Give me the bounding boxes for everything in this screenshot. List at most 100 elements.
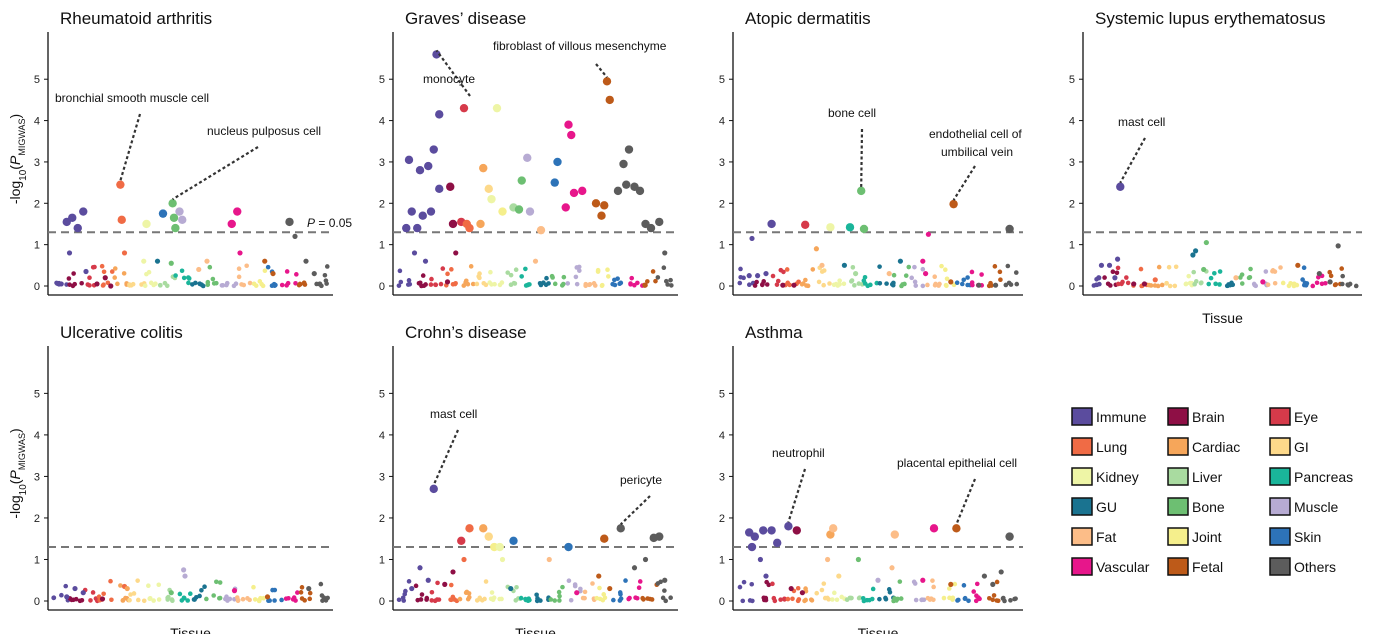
background-point xyxy=(781,269,786,275)
background-point xyxy=(645,596,650,601)
background-point xyxy=(101,591,106,597)
data-point xyxy=(432,50,441,59)
data-point xyxy=(121,250,128,256)
annotation-label: monocyte xyxy=(423,72,475,86)
background-point xyxy=(884,281,889,286)
data-point xyxy=(484,532,493,541)
background-point xyxy=(653,278,658,284)
y-tick-label: 1 xyxy=(34,240,40,252)
data-point xyxy=(624,145,634,154)
legend-label: Fat xyxy=(1096,529,1116,545)
legend-item: Immune xyxy=(1071,407,1147,426)
data-point xyxy=(407,207,416,216)
background-point xyxy=(1102,275,1107,280)
background-point xyxy=(429,598,435,603)
background-point xyxy=(449,267,454,272)
background-point xyxy=(1119,281,1124,287)
panel-title: Asthma xyxy=(745,323,803,342)
legend-label: Others xyxy=(1294,559,1336,575)
data-point xyxy=(64,594,70,600)
background-point xyxy=(565,281,571,286)
background-point xyxy=(1270,268,1276,273)
background-point xyxy=(1110,269,1116,275)
y-tick-label: 3 xyxy=(719,471,725,483)
background-point xyxy=(109,269,115,274)
background-point xyxy=(597,596,603,602)
data-point xyxy=(264,594,271,600)
annotation-leader xyxy=(432,429,460,486)
background-point xyxy=(211,281,217,286)
background-point xyxy=(636,585,642,591)
background-point xyxy=(810,267,816,272)
background-point xyxy=(941,595,947,601)
background-point xyxy=(127,597,132,603)
background-point xyxy=(962,596,968,602)
data-point xyxy=(523,153,532,162)
background-point xyxy=(1288,281,1293,286)
background-point xyxy=(320,598,325,603)
data-point xyxy=(600,534,609,543)
data-point xyxy=(178,215,187,225)
background-point xyxy=(1198,280,1204,286)
data-point xyxy=(72,585,78,592)
data-point xyxy=(1096,275,1102,281)
data-point xyxy=(1141,281,1148,287)
data-point xyxy=(1316,270,1322,277)
background-point xyxy=(400,595,406,601)
background-point xyxy=(662,588,667,593)
panel-4: Systemic lupus erythematosus 0 1 2 3 4 5 Tissue… xyxy=(1069,9,1362,326)
background-point xyxy=(966,598,971,604)
background-point xyxy=(440,266,446,271)
background-point xyxy=(468,264,474,269)
background-point xyxy=(72,281,78,287)
annotation-label: bronchial smooth muscle cell xyxy=(55,91,209,105)
background-point xyxy=(253,283,259,288)
background-point xyxy=(141,598,147,604)
background-point xyxy=(185,598,191,603)
background-point xyxy=(556,589,562,595)
threshold-label: P = 0.05 xyxy=(307,216,352,230)
data-point xyxy=(920,258,926,264)
background-point xyxy=(655,581,661,586)
background-point xyxy=(497,596,502,602)
background-point xyxy=(279,282,285,288)
legend: Immune Brain Eye Lung Cardiac GI Kidney Liver Pa… xyxy=(1071,407,1353,576)
background-point xyxy=(131,591,137,596)
legend-swatch xyxy=(1071,557,1093,576)
data-point xyxy=(855,556,862,563)
background-point xyxy=(139,282,144,287)
data-point xyxy=(578,186,587,196)
background-point xyxy=(889,282,895,287)
background-point xyxy=(499,280,505,285)
data-point xyxy=(845,223,855,232)
data-point xyxy=(175,207,184,216)
background-point xyxy=(1217,269,1223,274)
background-point xyxy=(505,270,511,275)
data-point xyxy=(1203,239,1209,246)
y-tick-label: 4 xyxy=(719,430,725,442)
data-point xyxy=(841,262,848,268)
background-point xyxy=(577,268,582,273)
annotation-leader xyxy=(595,63,608,78)
background-point xyxy=(1301,265,1307,271)
background-point xyxy=(617,281,622,287)
background-point xyxy=(219,283,225,288)
background-point xyxy=(937,281,942,287)
legend-item: Eye xyxy=(1269,407,1318,426)
y-tick-label: 1 xyxy=(719,554,725,566)
background-point xyxy=(835,283,841,288)
annotation-label: placental epithelial cell xyxy=(897,456,1017,470)
y-tick-label: 2 xyxy=(379,198,385,210)
data-point xyxy=(411,250,418,256)
background-point xyxy=(877,596,882,602)
background-point xyxy=(891,598,896,604)
annotation-label: neutrophil xyxy=(772,446,825,460)
data-point xyxy=(102,275,108,281)
data-point xyxy=(993,282,999,288)
background-point xyxy=(566,578,572,584)
background-point xyxy=(265,264,271,270)
legend-item: Others xyxy=(1269,557,1336,576)
annotation-label: fibroblast of villous mesenchyme xyxy=(493,39,667,53)
background-point xyxy=(886,587,892,592)
background-point xyxy=(612,282,618,288)
